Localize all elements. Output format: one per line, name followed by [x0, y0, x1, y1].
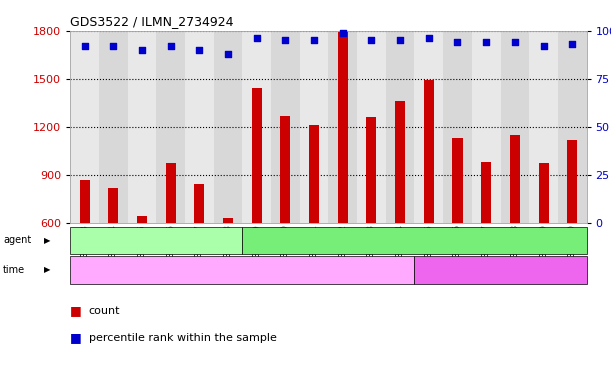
Bar: [567, 139, 577, 223]
Text: NTHi: NTHi: [401, 235, 428, 245]
Bar: [166, 163, 176, 223]
Bar: [367, 117, 376, 223]
Text: 2 h: 2 h: [233, 265, 251, 275]
Bar: [481, 162, 491, 223]
Bar: [386, 31, 414, 223]
Bar: [357, 31, 386, 223]
Bar: [108, 187, 119, 223]
Text: agent: agent: [3, 235, 31, 245]
Point: [79, 43, 89, 49]
Bar: [252, 88, 262, 223]
Bar: [500, 31, 529, 223]
Bar: [137, 216, 147, 223]
Bar: [271, 31, 300, 223]
Bar: [309, 125, 319, 223]
Point: [395, 37, 405, 43]
Bar: [214, 31, 243, 223]
Bar: [79, 180, 90, 223]
Point: [338, 30, 348, 36]
Bar: [194, 184, 204, 223]
Point: [108, 43, 118, 49]
Bar: [443, 31, 472, 223]
Text: GDS3522 / ILMN_2734924: GDS3522 / ILMN_2734924: [70, 15, 234, 28]
Text: time: time: [3, 265, 25, 275]
Bar: [510, 135, 520, 223]
Bar: [223, 218, 233, 223]
Bar: [70, 31, 99, 223]
Bar: [414, 31, 443, 223]
Point: [367, 37, 376, 43]
Bar: [558, 31, 587, 223]
Text: ▶: ▶: [44, 265, 51, 275]
Bar: [395, 101, 405, 223]
Bar: [99, 31, 128, 223]
Text: count: count: [89, 306, 120, 316]
Bar: [243, 31, 271, 223]
Point: [424, 35, 434, 41]
Point: [510, 39, 520, 45]
Bar: [156, 31, 185, 223]
Bar: [424, 80, 434, 223]
Point: [453, 39, 463, 45]
Text: 4 h: 4 h: [492, 265, 510, 275]
Point: [252, 35, 262, 41]
Point: [280, 37, 290, 43]
Point: [223, 51, 233, 57]
Bar: [472, 31, 500, 223]
Text: percentile rank within the sample: percentile rank within the sample: [89, 333, 276, 343]
Text: control: control: [137, 235, 175, 245]
Bar: [529, 31, 558, 223]
Bar: [329, 31, 357, 223]
Point: [166, 43, 175, 49]
Point: [309, 37, 319, 43]
Text: ▶: ▶: [44, 236, 51, 245]
Point: [568, 41, 577, 47]
Text: ■: ■: [70, 331, 82, 344]
Bar: [538, 163, 549, 223]
Bar: [128, 31, 156, 223]
Bar: [185, 31, 214, 223]
Point: [481, 39, 491, 45]
Bar: [280, 116, 290, 223]
Bar: [338, 32, 348, 223]
Point: [539, 43, 549, 49]
Bar: [300, 31, 329, 223]
Bar: [453, 138, 463, 223]
Point: [137, 47, 147, 53]
Text: ■: ■: [70, 304, 82, 317]
Point: [194, 47, 204, 53]
